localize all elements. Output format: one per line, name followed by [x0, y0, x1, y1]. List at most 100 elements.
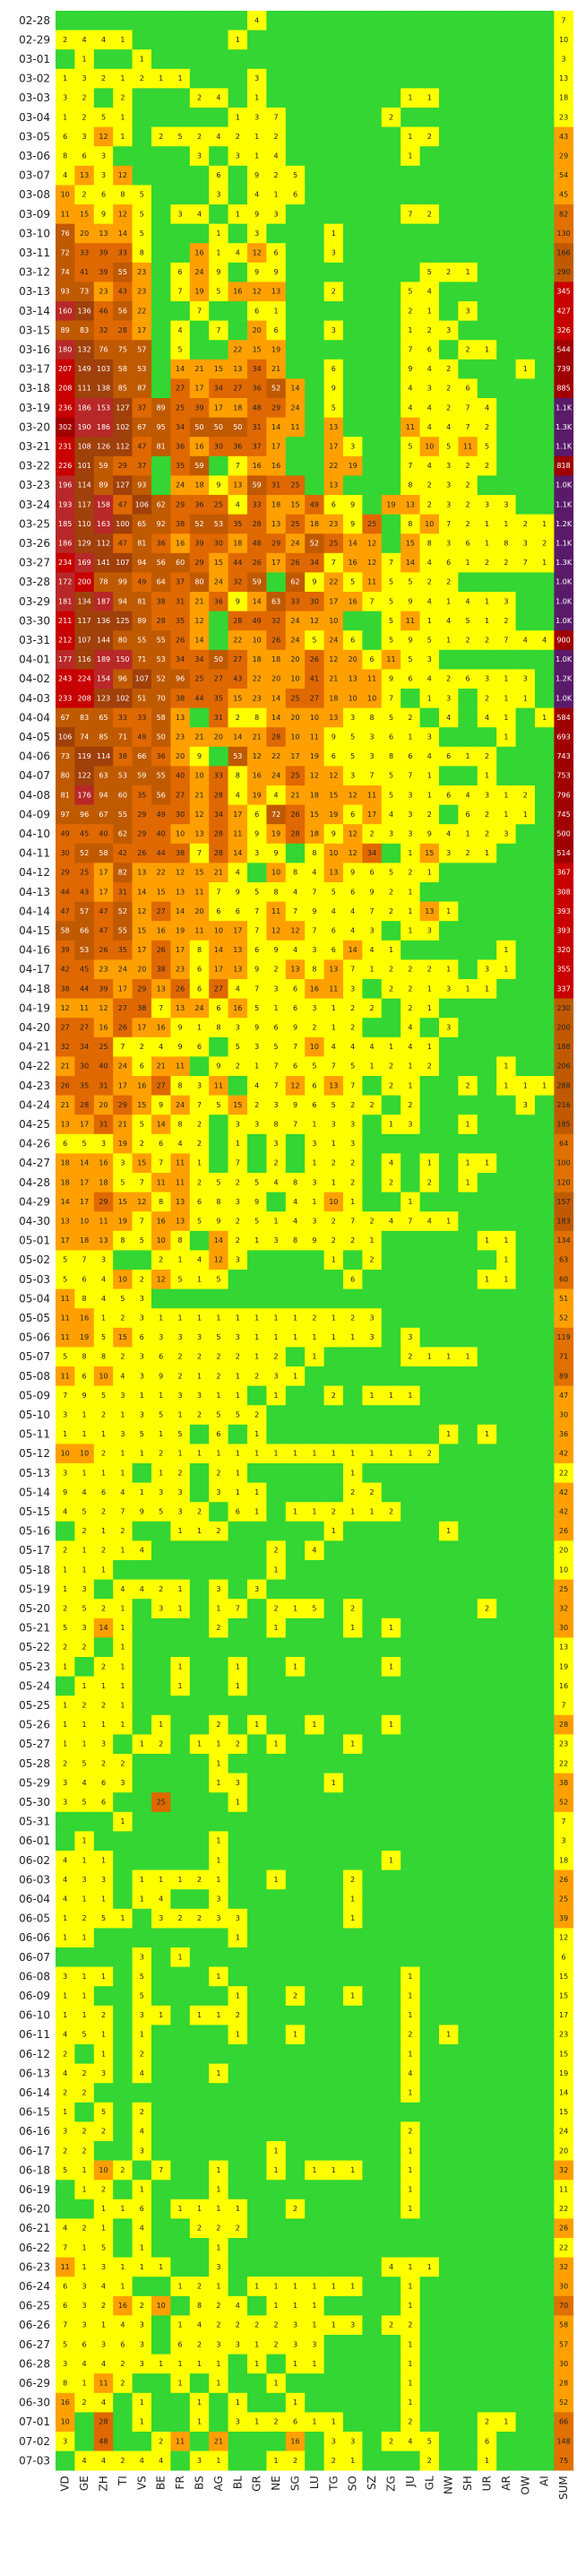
cell-value-label: 2	[523, 520, 528, 528]
cell-value-label: 2	[332, 1218, 336, 1226]
heatmap-cell	[535, 417, 555, 438]
cell-value-label: 4	[120, 1488, 125, 1496]
heatmap-cell	[439, 2083, 459, 2103]
heatmap-cell	[535, 1250, 555, 1271]
heatmap-cell	[170, 1696, 191, 1716]
cell-value-label: 3	[523, 1101, 528, 1109]
heatmap-cell	[477, 1095, 497, 1115]
cell-value-label: 1	[197, 1450, 202, 1458]
heatmap-cell	[381, 223, 401, 244]
heatmap-cell	[305, 2083, 324, 2103]
heatmap-cell	[74, 282, 95, 302]
heatmap-cell	[381, 843, 401, 863]
heatmap-cell	[343, 30, 363, 50]
heatmap-cell	[515, 1056, 536, 1077]
cell-value-label: 4	[427, 462, 432, 470]
heatmap-cell	[439, 649, 459, 670]
cell-value-label: 17	[271, 559, 280, 567]
cell-value-label: 1	[408, 2302, 412, 2310]
cell-value-label: 5	[63, 1275, 67, 1283]
cell-value-label: 2	[63, 1759, 67, 1767]
cell-value-label: 1.1K	[555, 443, 573, 451]
heatmap-cell	[228, 1851, 248, 1870]
heatmap-cell	[343, 611, 363, 631]
heatmap-cell	[439, 1947, 459, 1967]
cell-value-label: 1	[63, 1740, 67, 1748]
heatmap-cell	[209, 1928, 228, 1948]
heatmap-cell	[554, 320, 574, 341]
cell-value-label: 3	[562, 56, 566, 64]
cell-value-label: 2	[197, 2283, 202, 2291]
heatmap-cell	[132, 495, 152, 515]
cell-value-label: 3	[82, 2283, 87, 2291]
heatmap-cell	[419, 1366, 440, 1386]
cell-value-label: 2	[504, 617, 508, 625]
heatmap-cell	[400, 495, 420, 515]
heatmap-cell	[419, 1482, 440, 1503]
heatmap-cell	[458, 901, 478, 922]
heatmap-cell	[458, 2315, 478, 2336]
heatmap-cell	[458, 552, 478, 573]
heatmap-cell	[458, 2335, 478, 2355]
heatmap-cell	[93, 30, 114, 50]
heatmap-cell	[247, 301, 267, 321]
heatmap-cell	[151, 1618, 171, 1638]
cell-value-label: 5	[101, 1914, 106, 1922]
cell-value-label: 21	[157, 1062, 166, 1071]
heatmap-cell	[56, 320, 75, 341]
cell-value-label: 6	[332, 927, 336, 935]
heatmap-cell	[305, 1831, 324, 1852]
cell-value-label: 1	[236, 1140, 240, 1148]
heatmap-cell	[305, 1618, 324, 1638]
cell-value-label: 32	[559, 2263, 568, 2271]
heatmap-cell	[535, 533, 555, 554]
heatmap-cell	[323, 108, 344, 127]
heatmap-cell	[362, 1908, 383, 1929]
cell-value-label: 1	[446, 2031, 451, 2039]
cell-value-label: 1	[236, 210, 240, 218]
heatmap-cell	[477, 320, 497, 341]
heatmap-cell	[113, 1250, 133, 1271]
heatmap-cell	[266, 1714, 287, 1735]
cell-value-label: 24	[118, 1062, 127, 1071]
heatmap-cell	[113, 1792, 133, 1813]
heatmap-cell	[343, 2044, 363, 2064]
heatmap-cell	[132, 223, 152, 244]
heatmap-cell	[381, 2160, 401, 2181]
cell-value-label: 2	[197, 1121, 202, 1129]
heatmap-cell	[554, 146, 574, 167]
cell-value-label: 13	[99, 230, 108, 238]
heatmap-cell	[209, 223, 228, 244]
heatmap-cell	[515, 1270, 536, 1289]
heatmap-cell	[535, 88, 555, 108]
cell-value-label: 26	[290, 811, 299, 819]
cell-value-label: 4	[82, 2360, 87, 2368]
cell-value-label: 4	[427, 1218, 432, 1226]
cell-value-label: 3	[140, 2147, 144, 2155]
cell-value-label: 6	[82, 1372, 87, 1380]
cell-value-label: 22	[559, 1759, 568, 1767]
cell-value-label: 1	[216, 1450, 220, 1458]
heatmap-cell	[381, 2295, 401, 2316]
heatmap-cell	[496, 1133, 516, 1154]
heatmap-cell	[400, 223, 420, 244]
heatmap-cell	[93, 359, 114, 379]
heatmap-cell	[515, 2025, 536, 2045]
heatmap-cell	[458, 30, 478, 50]
cell-value-label: 13	[157, 984, 166, 993]
heatmap-cell	[400, 2238, 420, 2258]
cell-value-label: 16	[233, 288, 242, 296]
cell-value-label: 4	[197, 2321, 202, 2329]
heatmap-cell	[439, 11, 459, 30]
heatmap-cell	[400, 262, 420, 282]
cell-value-label: 3	[350, 1140, 355, 1148]
heatmap-cell	[496, 979, 516, 999]
cell-value-label: 16	[233, 1004, 242, 1012]
heatmap-cell	[381, 1831, 401, 1852]
cell-value-label: 1	[312, 1353, 316, 1361]
heatmap-cell	[554, 185, 574, 205]
cell-value-label: 5	[254, 888, 259, 896]
cell-value-label: 18	[61, 1159, 70, 1167]
heatmap-cell	[151, 2141, 171, 2161]
heatmap-cell	[400, 30, 420, 50]
